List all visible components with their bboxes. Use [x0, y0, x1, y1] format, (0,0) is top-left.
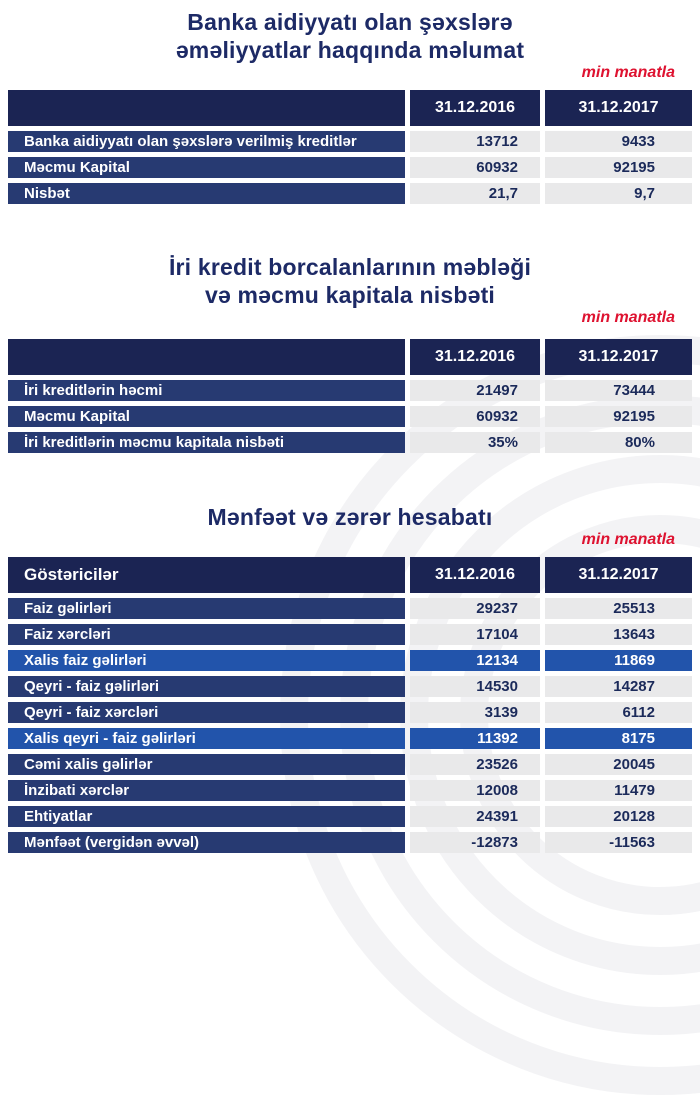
table-row: Faiz gəlirləri 29237 25513 — [8, 598, 692, 619]
row-value-2017: 11869 — [545, 650, 692, 671]
row-value-2016: 14530 — [410, 676, 540, 697]
row-label: Məcmu Kapital — [8, 406, 405, 427]
row-value-2016: 24391 — [410, 806, 540, 827]
row-value-2016: -12873 — [410, 832, 540, 853]
row-label: İri kreditlərin həcmi — [8, 380, 405, 401]
table-row: Ehtiyatlar 24391 20128 — [8, 806, 692, 827]
header-date-2017: 31.12.2017 — [545, 557, 692, 593]
row-value-2017: 9433 — [545, 131, 692, 152]
table-row: Qeyri - faiz xərcləri 3139 6112 — [8, 702, 692, 723]
data-table-2: 31.12.2016 31.12.2017 İri kreditlərin həcm… — [8, 339, 692, 453]
section-title-line: Mənfəət və zərər hesabatı — [207, 504, 493, 530]
financial-report: Banka aidiyyatı olan şəxslərə əməliyyatla… — [8, 8, 692, 853]
data-table-3: Göstəricilər 31.12.2016 31.12.2017 Faiz gəl… — [8, 557, 692, 853]
row-value-2017: 80% — [545, 432, 692, 453]
report-section-2: İri kredit borcalanlarının məbləği və məc… — [8, 253, 692, 453]
section-title-line: İri kredit borcalanlarının məbləği — [168, 254, 532, 280]
row-value-2016: 60932 — [410, 157, 540, 178]
row-value-2017: 8175 — [545, 728, 692, 749]
unit-label: min manatla — [581, 309, 675, 326]
row-value-2016: 13712 — [410, 131, 540, 152]
row-value-2016: 12134 — [410, 650, 540, 671]
header-date-2017: 31.12.2017 — [545, 90, 692, 126]
row-label: İnzibati xərclər — [8, 780, 405, 801]
row-value-2017: 92195 — [545, 157, 692, 178]
header-label-cell — [8, 90, 405, 126]
table-row: Mənfəət (vergidən əvvəl) -12873 -11563 — [8, 832, 692, 853]
header-date-2017: 31.12.2017 — [545, 339, 692, 375]
section-title-line: əməliyyatlar haqqında məlumat — [175, 37, 525, 63]
row-value-2016: 21,7 — [410, 183, 540, 204]
section-title-line: və məcmu kapitala nisbəti — [204, 282, 496, 308]
table-row: Xalis faiz gəlirləri 12134 11869 — [8, 650, 692, 671]
row-label: İri kreditlərin məcmu kapitala nisbəti — [8, 432, 405, 453]
row-value-2016: 12008 — [410, 780, 540, 801]
row-value-2017: 9,7 — [545, 183, 692, 204]
unit-label: min manatla — [581, 64, 675, 81]
table-header-row: 31.12.2016 31.12.2017 — [8, 339, 692, 375]
header-label-cell: Göstəricilər — [8, 557, 405, 593]
table-row: İri kreditlərin məcmu kapitala nisbəti 35… — [8, 432, 692, 453]
unit-label: min manatla — [581, 531, 675, 548]
row-value-2016: 60932 — [410, 406, 540, 427]
header-label-cell — [8, 339, 405, 375]
table-row: Banka aidiyyatı olan şəxslərə verilmiş k… — [8, 131, 692, 152]
row-label: Məcmu Kapital — [8, 157, 405, 178]
section-title: İri kredit borcalanlarının məbləği və məc… — [8, 253, 692, 309]
table-header-row: Göstəricilər 31.12.2016 31.12.2017 — [8, 557, 692, 593]
table-row: Məcmu Kapital 60932 92195 — [8, 157, 692, 178]
header-date-2016: 31.12.2016 — [410, 339, 540, 375]
row-value-2017: 20128 — [545, 806, 692, 827]
row-value-2017: 6112 — [545, 702, 692, 723]
table-row: Məcmu Kapital 60932 92195 — [8, 406, 692, 427]
table-row: Qeyri - faiz gəlirləri 14530 14287 — [8, 676, 692, 697]
data-table-1: 31.12.2016 31.12.2017 Banka aidiyyatı olan… — [8, 90, 692, 204]
header-date-2016: 31.12.2016 — [410, 90, 540, 126]
row-label: Qeyri - faiz gəlirləri — [8, 676, 405, 697]
row-label: Qeyri - faiz xərcləri — [8, 702, 405, 723]
table-row: Xalis qeyri - faiz gəlirləri 11392 8175 — [8, 728, 692, 749]
row-value-2017: 13643 — [545, 624, 692, 645]
section-title: Mənfəət və zərər hesabatı — [8, 503, 692, 531]
row-value-2016: 3139 — [410, 702, 540, 723]
row-label: Mənfəət (vergidən əvvəl) — [8, 832, 405, 853]
row-value-2017: 11479 — [545, 780, 692, 801]
row-label: Xalis faiz gəlirləri — [8, 650, 405, 671]
table-row: Nisbət 21,7 9,7 — [8, 183, 692, 204]
row-value-2017: 14287 — [545, 676, 692, 697]
row-label: Faiz xərcləri — [8, 624, 405, 645]
row-label: Xalis qeyri - faiz gəlirləri — [8, 728, 405, 749]
row-value-2017: 20045 — [545, 754, 692, 775]
row-value-2016: 23526 — [410, 754, 540, 775]
row-label: Ehtiyatlar — [8, 806, 405, 827]
row-label: Cəmi xalis gəlirlər — [8, 754, 405, 775]
row-value-2017: -11563 — [545, 832, 692, 853]
table-row: Cəmi xalis gəlirlər 23526 20045 — [8, 754, 692, 775]
row-value-2017: 73444 — [545, 380, 692, 401]
table-row: İnzibati xərclər 12008 11479 — [8, 780, 692, 801]
row-value-2016: 17104 — [410, 624, 540, 645]
row-label: Nisbət — [8, 183, 405, 204]
row-value-2016: 21497 — [410, 380, 540, 401]
section-title: Banka aidiyyatı olan şəxslərə əməliyyatla… — [8, 8, 692, 64]
row-value-2016: 35% — [410, 432, 540, 453]
table-row: İri kreditlərin həcmi 21497 73444 — [8, 380, 692, 401]
report-section-3: Mənfəət və zərər hesabatı min manatla Göst… — [8, 503, 692, 853]
report-section-1: Banka aidiyyatı olan şəxslərə əməliyyatla… — [8, 8, 692, 204]
table-header-row: 31.12.2016 31.12.2017 — [8, 90, 692, 126]
row-label: Banka aidiyyatı olan şəxslərə verilmiş k… — [8, 131, 405, 152]
row-value-2017: 25513 — [545, 598, 692, 619]
table-row: Faiz xərcləri 17104 13643 — [8, 624, 692, 645]
row-value-2016: 11392 — [410, 728, 540, 749]
row-value-2017: 92195 — [545, 406, 692, 427]
row-label: Faiz gəlirləri — [8, 598, 405, 619]
section-title-line: Banka aidiyyatı olan şəxslərə — [187, 9, 513, 35]
header-date-2016: 31.12.2016 — [410, 557, 540, 593]
row-value-2016: 29237 — [410, 598, 540, 619]
